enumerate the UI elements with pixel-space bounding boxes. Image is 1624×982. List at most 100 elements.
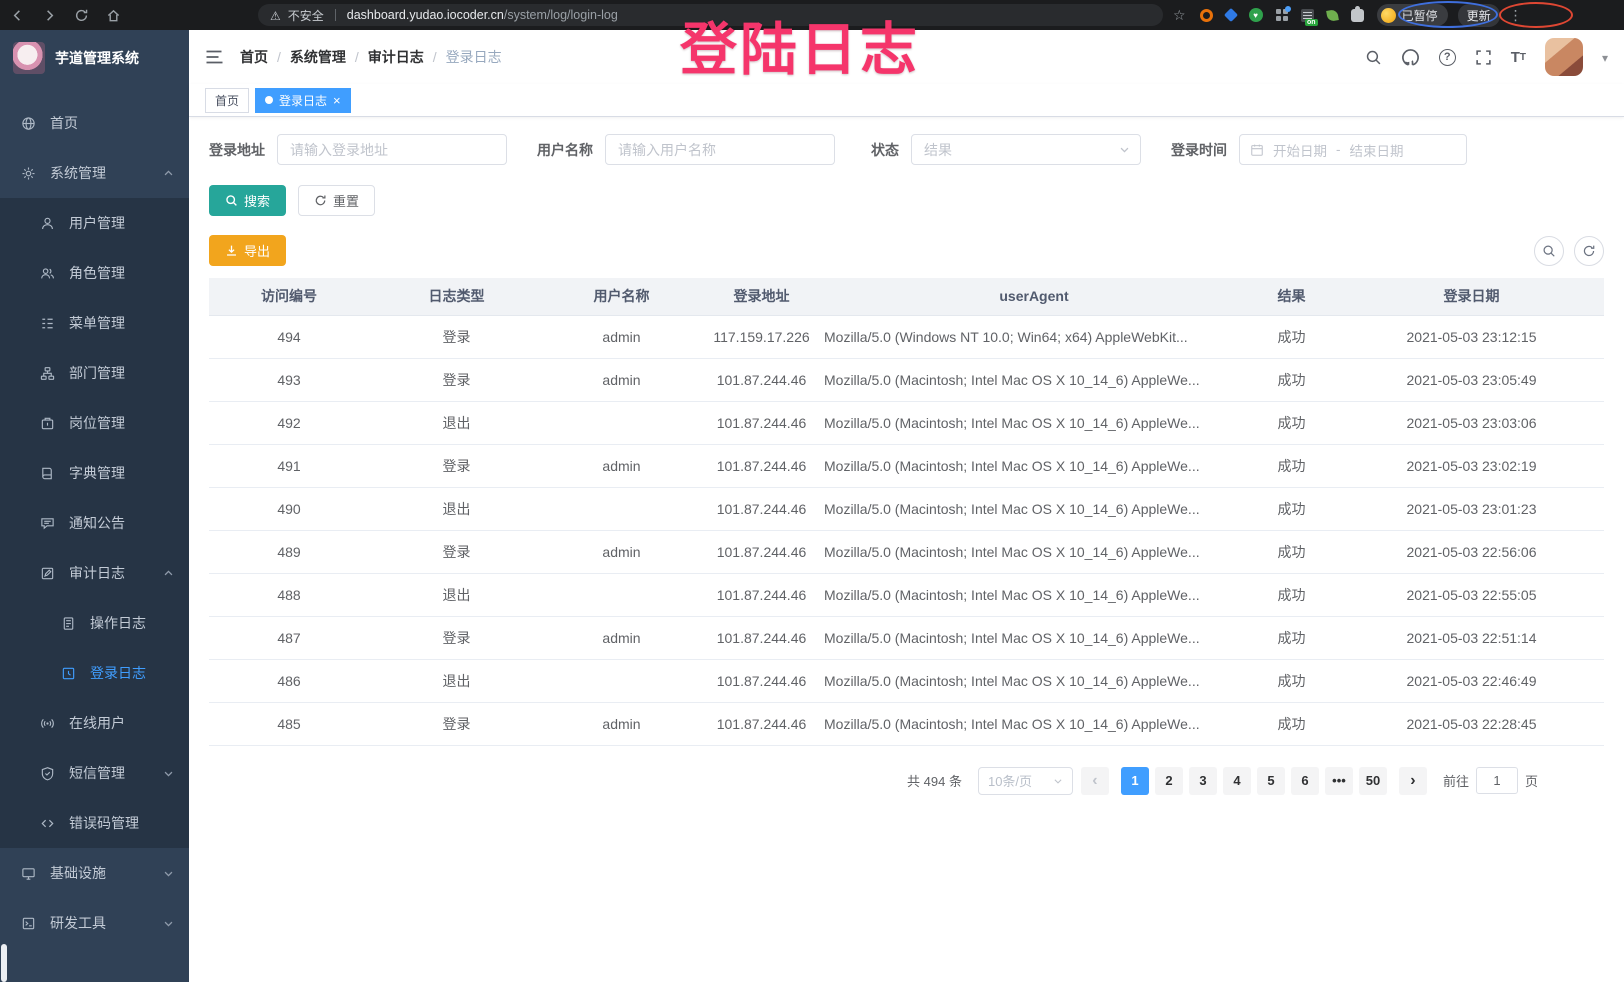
chrome-update-button[interactable]: 更新 — [1457, 3, 1500, 27]
sidebar-item-home[interactable]: 首页 — [0, 98, 189, 148]
sidebar-item-dict-management[interactable]: 字典管理 — [0, 448, 189, 498]
page-size-select[interactable]: 10条/页 — [977, 766, 1073, 795]
breadcrumb-audit-log[interactable]: 审计日志 — [367, 49, 424, 65]
address-bar[interactable]: 不安全 dashboard.yudao.iocoder.cn/system/lo… — [258, 4, 1163, 26]
sidebar-item-login-log[interactable]: 登录日志 — [0, 648, 189, 698]
cell-result: 成功 — [1244, 530, 1339, 574]
cell-access-id: 493 — [209, 358, 369, 402]
sidebar-item-sms-management[interactable]: 短信管理 — [0, 748, 189, 798]
sidebar-item-error-code-management[interactable]: 错误码管理 — [0, 798, 189, 848]
avatar-caret-icon[interactable] — [1602, 49, 1608, 65]
breadcrumb-system-management[interactable]: 系统管理 — [289, 49, 346, 65]
login-address-input[interactable] — [277, 134, 507, 165]
refresh-table-button[interactable] — [1574, 235, 1604, 266]
extension-sprout-icon[interactable] — [1325, 8, 1339, 22]
home-icon[interactable] — [106, 8, 121, 23]
start-date-placeholder: 开始日期 — [1273, 143, 1327, 159]
forward-icon[interactable] — [42, 8, 57, 23]
username-input[interactable] — [605, 134, 835, 165]
extensions-puzzle-icon[interactable] — [1350, 5, 1364, 22]
browser-menu-icon[interactable] — [1509, 7, 1523, 24]
sidebar-item-department-management[interactable]: 部门管理 — [0, 348, 189, 398]
page-number-button[interactable]: 6 — [1290, 766, 1319, 795]
cell-access-id: 494 — [209, 315, 369, 359]
search-button[interactable]: 搜索 — [209, 185, 287, 216]
page-number-button[interactable]: 1 — [1120, 766, 1149, 795]
sidebar-item-post-management[interactable]: 岗位管理 — [0, 398, 189, 448]
goto-suffix: 页 — [1524, 774, 1538, 789]
date-range-picker[interactable]: 开始日期 - 结束日期 — [1239, 134, 1467, 165]
back-icon[interactable] — [10, 8, 25, 23]
top-navbar: 首页 系统管理 审计日志 登录日志 ? TT — [189, 30, 1624, 84]
extension-gem-icon[interactable] — [1223, 7, 1238, 23]
table-row: 486 退出 101.87.244.46 Mozilla/5.0 (Macint… — [209, 659, 1604, 703]
next-page-button[interactable] — [1398, 766, 1427, 795]
cell-login-address: 101.87.244.46 — [699, 487, 824, 531]
security-label[interactable]: 不安全 — [287, 8, 324, 23]
page-number-button[interactable]: 50 — [1358, 766, 1387, 795]
sidebar-item-audit-log[interactable]: 审计日志 — [0, 548, 189, 598]
sidebar: 芋道管理系统 首页 系统管理 用户管理 角色管理 菜单管理 部门管理 岗位管理 … — [0, 30, 189, 982]
login-log-icon — [61, 666, 76, 681]
fullscreen-icon[interactable] — [1475, 49, 1492, 66]
profile-avatar-icon — [1380, 7, 1396, 23]
sidebar-item-user-management[interactable]: 用户管理 — [0, 198, 189, 248]
cell-user-agent: Mozilla/5.0 (Macintosh; Intel Mac OS X 1… — [824, 659, 1244, 703]
extension-list-on-icon[interactable]: on — [1300, 8, 1318, 26]
calendar-icon — [1250, 143, 1264, 157]
sidebar-item-system-management[interactable]: 系统管理 — [0, 148, 189, 198]
gear-icon — [21, 166, 36, 181]
profile-button[interactable]: 已暂停 — [1376, 4, 1448, 26]
github-icon[interactable] — [1401, 48, 1420, 67]
cell-login-address: 101.87.244.46 — [699, 444, 824, 488]
cell-log-type: 退出 — [369, 573, 544, 617]
hamburger-icon[interactable] — [205, 49, 223, 65]
status-select[interactable]: 结果 — [911, 134, 1141, 165]
sidebar-item-notice-announcement[interactable]: 通知公告 — [0, 498, 189, 548]
page-number-button[interactable]: 3 — [1188, 766, 1217, 795]
toggle-search-button[interactable] — [1534, 235, 1564, 266]
tag-close-icon[interactable] — [333, 93, 341, 108]
sidebar-scrollbar-thumb[interactable] — [1, 944, 7, 982]
bookmark-star-icon[interactable] — [1173, 7, 1186, 24]
help-icon[interactable]: ? — [1438, 48, 1456, 66]
cell-result: 成功 — [1244, 444, 1339, 488]
sidebar-item-role-management[interactable]: 角色管理 — [0, 248, 189, 298]
reload-icon[interactable] — [74, 8, 89, 23]
reset-button[interactable]: 重置 — [298, 185, 376, 216]
header-search-icon[interactable] — [1365, 49, 1382, 66]
sidebar-item-operation-log[interactable]: 操作日志 — [0, 598, 189, 648]
goto-page-input[interactable] — [1475, 767, 1518, 794]
page-number-button[interactable]: ••• — [1324, 766, 1353, 795]
table-row: 490 退出 101.87.244.46 Mozilla/5.0 (Macint… — [209, 487, 1604, 531]
prev-page-button[interactable] — [1080, 766, 1109, 795]
extension-donut-icon[interactable] — [1199, 8, 1213, 22]
sidebar-item-online-users[interactable]: 在线用户 — [0, 698, 189, 748]
breadcrumb-separator — [277, 49, 281, 65]
sidebar-item-dev-tools[interactable]: 研发工具 — [0, 898, 189, 948]
page-number-button[interactable]: 5 — [1256, 766, 1285, 795]
extension-grid-icon[interactable] — [1275, 6, 1291, 21]
user-avatar[interactable] — [1544, 38, 1583, 76]
cell-user-agent: Mozilla/5.0 (Macintosh; Intel Mac OS X 1… — [824, 616, 1244, 660]
page-number-button[interactable]: 4 — [1222, 766, 1251, 795]
page-number-button[interactable]: 2 — [1154, 766, 1183, 795]
url-text[interactable]: dashboard.yudao.iocoder.cn/system/log/lo… — [347, 8, 1151, 22]
export-button[interactable]: 导出 — [209, 235, 287, 266]
tag-login-log[interactable]: 登录日志 — [255, 87, 351, 113]
speech-bubble-icon — [40, 516, 55, 531]
header-access-id: 访问编号 — [209, 278, 369, 316]
extension-green-heart-icon[interactable] — [1248, 8, 1263, 22]
breadcrumb-home[interactable]: 首页 — [240, 49, 268, 65]
sidebar-logo-row[interactable]: 芋道管理系统 — [0, 30, 189, 86]
cell-user-agent: Mozilla/5.0 (Macintosh; Intel Mac OS X 1… — [824, 702, 1244, 746]
login-log-table: 访问编号 日志类型 用户名称 登录地址 userAgent 结果 登录日期 49… — [209, 278, 1604, 746]
header-username: 用户名称 — [544, 278, 699, 316]
active-dot-icon — [265, 96, 274, 104]
sidebar-item-menu-management[interactable]: 菜单管理 — [0, 298, 189, 348]
tag-home[interactable]: 首页 — [205, 87, 250, 113]
cell-login-address: 101.87.244.46 — [699, 401, 824, 445]
sidebar-item-infrastructure[interactable]: 基础设施 — [0, 848, 189, 898]
